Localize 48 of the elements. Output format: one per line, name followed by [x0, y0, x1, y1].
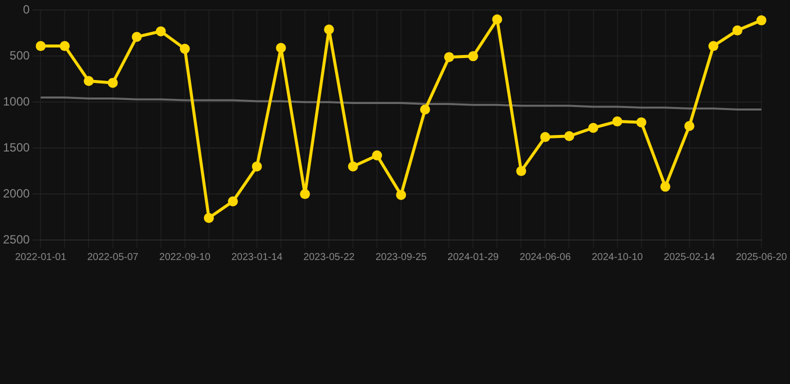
y-tick-label: 2000: [2, 186, 30, 200]
point: [108, 78, 118, 88]
y-tick-label: 0: [23, 2, 30, 17]
point: [516, 166, 526, 176]
y-tick-label: 1500: [2, 140, 30, 154]
point: [324, 24, 334, 35]
point: [372, 150, 382, 160]
x-tick-label: 2023-09-25: [375, 252, 428, 263]
x-tick-label: 2024-06-06: [520, 252, 572, 263]
point: [684, 121, 694, 132]
point: [396, 190, 406, 200]
x-tick-label: 2022-09-10: [159, 252, 211, 263]
point: [660, 182, 670, 192]
point: [36, 41, 46, 52]
point: [156, 26, 166, 36]
point: [444, 52, 454, 62]
point: [732, 25, 742, 36]
point: [708, 41, 718, 52]
point: [204, 212, 214, 223]
point: [132, 32, 142, 42]
point: [84, 76, 94, 86]
point: [420, 104, 430, 114]
point: [276, 42, 286, 53]
x-tick-label: 2025-02-14: [664, 252, 716, 263]
point: [492, 14, 502, 24]
y-tick-label: 500: [10, 48, 30, 62]
point: [60, 41, 70, 52]
point: [252, 161, 262, 172]
x-tick-label: 2024-10-10: [592, 252, 644, 263]
x-tick-label: 2025-06-20: [736, 252, 788, 263]
y-tick-label: 2500: [2, 232, 30, 246]
point: [228, 196, 238, 206]
x-tick-label: 2024-01-29: [448, 252, 500, 263]
point: [348, 161, 358, 172]
point: [612, 116, 622, 126]
y-tick-label: 1000: [2, 94, 30, 108]
point: [756, 15, 766, 26]
point: [588, 122, 598, 133]
point: [180, 44, 190, 54]
x-tick-label: 2022-05-07: [87, 252, 139, 263]
point: [540, 132, 550, 142]
point: [564, 131, 574, 142]
point: [636, 117, 646, 128]
x-tick-label: 2023-01-14: [231, 252, 283, 263]
point: [468, 51, 478, 62]
x-tick-label: 2023-05-22: [303, 252, 355, 263]
point: [300, 189, 310, 200]
x-tick-label: 2022-01-01: [15, 252, 67, 263]
